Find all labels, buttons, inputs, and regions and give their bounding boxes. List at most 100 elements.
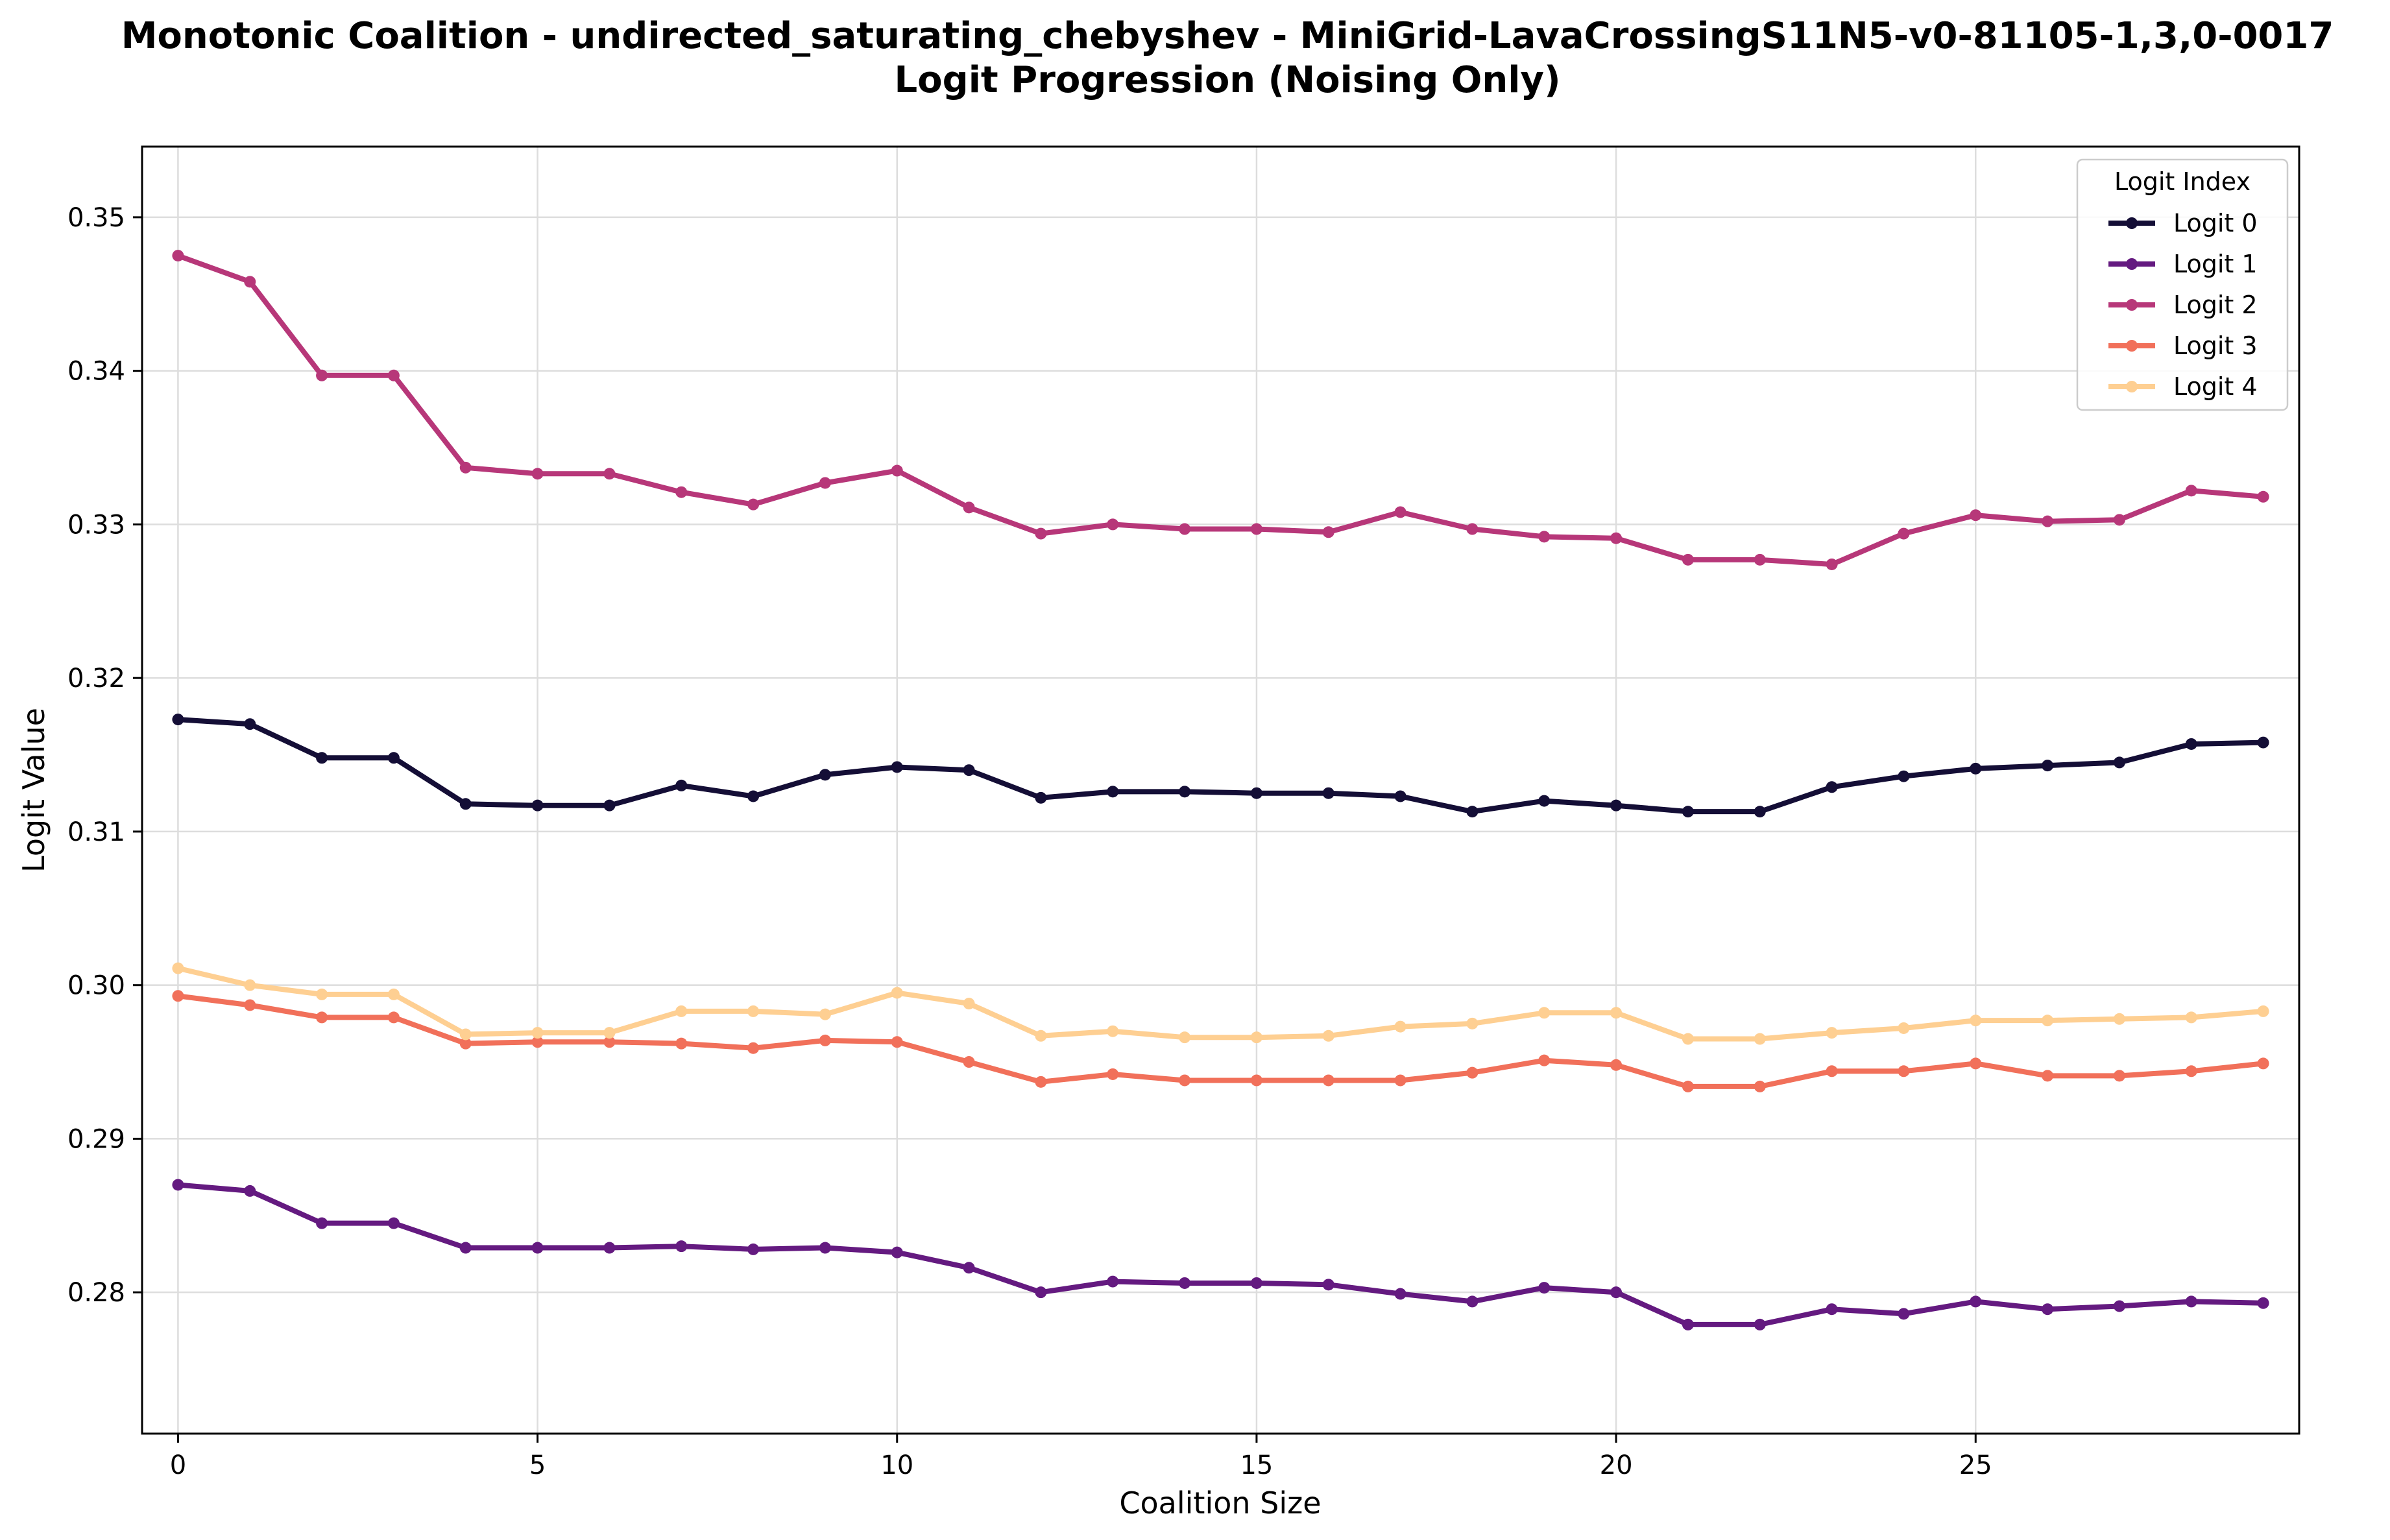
data-point — [1179, 523, 1191, 535]
data-point — [1394, 506, 1406, 518]
data-point — [2113, 1300, 2125, 1312]
legend-swatch-marker — [2126, 381, 2138, 392]
data-point — [1898, 1065, 1910, 1077]
data-point — [387, 988, 400, 1000]
data-point — [387, 1217, 400, 1229]
data-point — [1322, 1029, 1334, 1042]
data-point — [2042, 1070, 2054, 1082]
legend-title: Logit Index — [2114, 167, 2251, 196]
data-point — [1107, 1068, 1119, 1080]
data-point — [747, 1005, 760, 1017]
legend-swatch-marker — [2126, 299, 2138, 311]
grid-lines — [142, 147, 2299, 1434]
data-point — [459, 1028, 472, 1041]
series-line-logit-3 — [175, 993, 2266, 1089]
data-point — [244, 999, 256, 1011]
data-point — [1538, 795, 1551, 807]
data-point — [1610, 1059, 1623, 1071]
data-point — [1610, 1286, 1623, 1299]
data-point — [1107, 786, 1119, 798]
data-point — [1826, 558, 1838, 570]
data-point — [1970, 1295, 1982, 1308]
data-point — [387, 369, 400, 381]
data-point — [1394, 1288, 1406, 1300]
data-point — [1538, 1054, 1551, 1066]
legend-item-logit-1: Logit 1 — [2108, 250, 2258, 278]
x-tick-label: 0 — [170, 1450, 186, 1480]
data-point — [1035, 1029, 1047, 1042]
legend: Logit Index Logit 0 Logit 1 Logit 2 Logit 3… — [2076, 158, 2289, 411]
data-point — [1538, 531, 1551, 543]
data-point — [316, 988, 328, 1000]
data-point — [2185, 1011, 2197, 1024]
data-point — [1322, 526, 1334, 538]
data-point — [1035, 1286, 1047, 1299]
data-point — [2185, 1295, 2197, 1308]
data-point — [2257, 1057, 2269, 1070]
data-point — [747, 1243, 760, 1255]
data-point — [1970, 1057, 1982, 1070]
data-point — [172, 1179, 184, 1191]
data-point — [1250, 787, 1262, 799]
data-point — [963, 998, 975, 1010]
data-point — [1610, 799, 1623, 812]
y-tick-label: 0.35 — [67, 203, 125, 233]
data-point — [1322, 1074, 1334, 1087]
data-point — [1682, 806, 1694, 818]
data-point — [1250, 1031, 1262, 1044]
data-point — [172, 962, 184, 974]
data-point — [963, 764, 975, 776]
data-point — [1754, 1318, 1766, 1330]
data-point — [963, 501, 975, 514]
axis-ticks: 0 5 10 15 20 25 0.28 0.29 0.30 0.31 0.32 0.33 0.34 0.… — [67, 203, 1992, 1480]
x-tick-label: 15 — [1240, 1450, 1273, 1480]
data-point — [172, 990, 184, 1002]
data-point — [2257, 490, 2269, 503]
x-axis-label: Coalition Size — [1119, 1486, 1321, 1521]
data-point — [2042, 1303, 2054, 1316]
data-point — [675, 486, 688, 498]
legend-label: Logit 3 — [2173, 331, 2258, 360]
plot-area-frame — [141, 145, 2300, 1435]
data-point — [531, 1242, 544, 1254]
data-point — [1826, 781, 1838, 793]
data-point — [1682, 1080, 1694, 1092]
data-point — [172, 714, 184, 726]
data-point — [1898, 1022, 1910, 1034]
data-point — [1035, 791, 1047, 804]
data-point — [819, 1242, 831, 1254]
y-tick-label: 0.29 — [67, 1124, 125, 1154]
data-point — [747, 1042, 760, 1054]
data-point — [459, 461, 472, 474]
y-tick-label: 0.30 — [67, 971, 125, 1001]
data-point — [1898, 1308, 1910, 1320]
legend-item-logit-4: Logit 4 — [2108, 372, 2258, 401]
data-point — [459, 1242, 472, 1254]
data-point — [675, 1005, 688, 1017]
data-point — [603, 1242, 616, 1254]
data-point — [1394, 1074, 1406, 1087]
data-point — [891, 1036, 903, 1048]
data-point — [747, 790, 760, 802]
legend-item-logit-3: Logit 3 — [2108, 331, 2258, 360]
data-point — [1466, 523, 1479, 535]
data-point — [1250, 523, 1262, 535]
data-point — [1179, 1031, 1191, 1044]
data-point — [1107, 1275, 1119, 1288]
data-point — [531, 1036, 544, 1048]
data-point — [1179, 786, 1191, 798]
data-point — [819, 1034, 831, 1046]
series-logit-1 — [172, 1179, 2269, 1330]
data-point — [1682, 1033, 1694, 1045]
data-point — [459, 798, 472, 810]
y-axis-label: Logit Value — [16, 708, 51, 872]
data-point — [891, 464, 903, 477]
data-point — [2042, 515, 2054, 527]
data-point — [1970, 762, 1982, 775]
data-point — [1250, 1074, 1262, 1087]
data-point — [1179, 1074, 1191, 1087]
data-point — [316, 1011, 328, 1024]
data-point — [603, 1036, 616, 1048]
data-point — [2185, 738, 2197, 750]
